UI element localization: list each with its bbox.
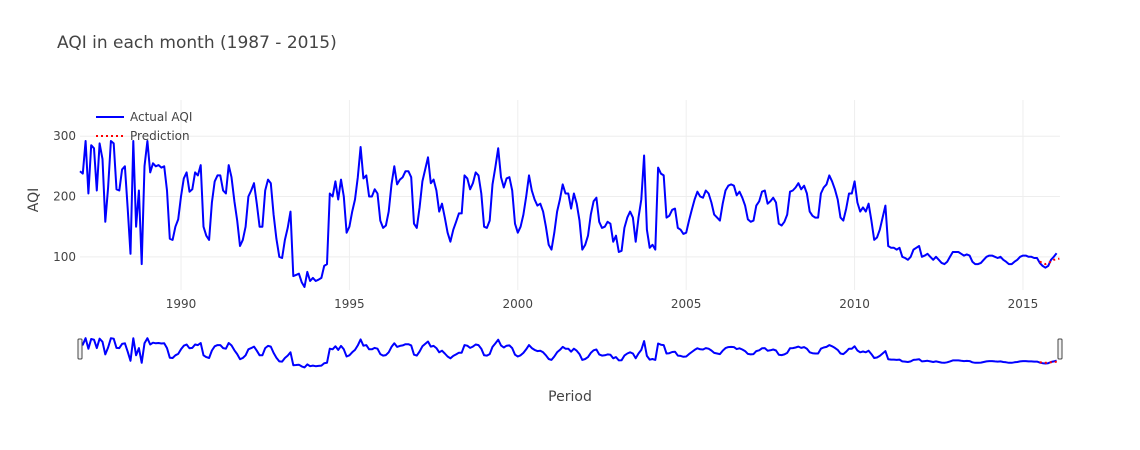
x-tick-label: 1995: [334, 297, 365, 311]
x-tick-label: 1990: [166, 297, 197, 311]
y-axis-title: AQI: [26, 188, 42, 212]
main-gridlines: [80, 100, 1060, 290]
x-tick-labels: 1990 1995 2000 2005 2010 2015: [166, 297, 1038, 311]
chart-title: AQI in each month (1987 - 2015): [57, 33, 337, 53]
x-tick-label: 2005: [671, 297, 702, 311]
legend-label-actual[interactable]: Actual AQI: [130, 110, 192, 124]
x-tick-label: 2010: [839, 297, 870, 311]
y-tick-labels: 100 200 300: [53, 129, 76, 264]
slider-series-line-actual-aqi: [79, 337, 1057, 369]
y-tick-label: 200: [53, 190, 76, 204]
range-slider-handle-left[interactable]: [77, 338, 83, 360]
range-slider-handle-right[interactable]: [1057, 338, 1063, 360]
slider-series-line-prediction: [1039, 360, 1060, 364]
x-tick-label: 2015: [1008, 297, 1039, 311]
legend-label-prediction[interactable]: Prediction: [130, 129, 190, 143]
x-axis-title: Period: [548, 389, 592, 405]
range-slider[interactable]: [77, 330, 1063, 369]
legend[interactable]: Actual AQI Prediction: [96, 110, 192, 143]
y-tick-label: 100: [53, 250, 76, 264]
series-line-actual-aqi: [79, 140, 1058, 288]
main-plot-area[interactable]: [79, 140, 1060, 288]
range-slider-background: [80, 330, 1060, 368]
y-tick-label: 300: [53, 129, 76, 143]
series-line-prediction: [1039, 257, 1060, 266]
x-tick-label: 2000: [503, 297, 534, 311]
